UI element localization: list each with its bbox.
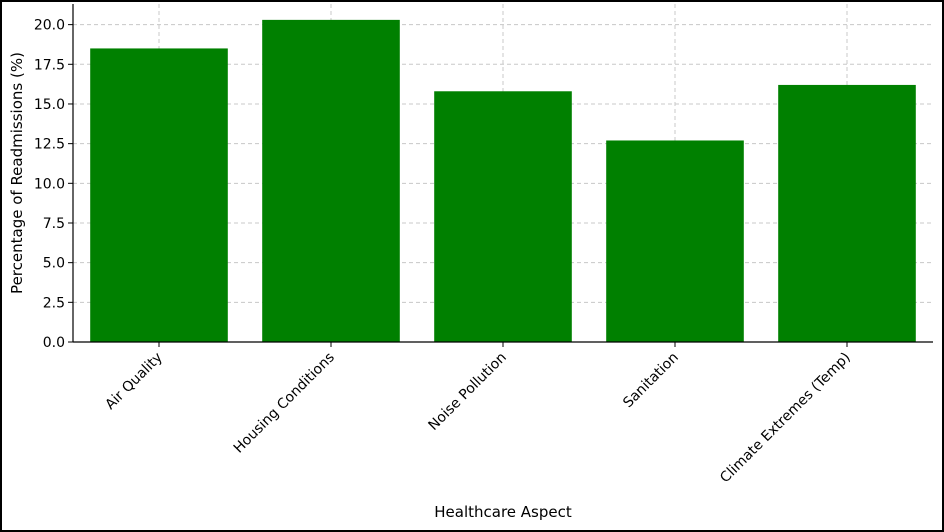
x-axis-title: Healthcare Aspect xyxy=(434,503,572,521)
y-tick-label: 5.0 xyxy=(43,256,65,272)
axes xyxy=(68,4,933,347)
y-tick-labels: 0.0 2.5 5.0 7.5 10.0 12.5 15.0 17.5 20.0 xyxy=(34,18,65,351)
x-tick-label: Noise Pollution xyxy=(425,350,509,434)
y-tick-label: 20.0 xyxy=(34,18,65,34)
bars xyxy=(90,19,916,343)
x-tick-label: Air Quality xyxy=(102,350,165,413)
x-tick-label: Climate Extremes (Temp) xyxy=(717,350,854,487)
y-tick-label: 2.5 xyxy=(43,295,65,311)
y-tick-label: 12.5 xyxy=(34,137,65,153)
y-tick-label: 15.0 xyxy=(34,97,65,113)
y-tick-label: 7.5 xyxy=(43,216,65,232)
y-tick-label: 0.0 xyxy=(43,335,65,351)
x-tick-label: Sanitation xyxy=(620,350,682,412)
bar xyxy=(606,140,744,342)
x-tick-label: Housing Conditions xyxy=(231,350,338,457)
y-tick-label: 10.0 xyxy=(34,176,65,192)
bar xyxy=(778,84,916,343)
y-tick-label: 17.5 xyxy=(34,57,65,73)
x-tick-labels: Air Quality Housing Conditions Noise Pollu… xyxy=(102,350,853,487)
bar xyxy=(434,91,572,342)
bar xyxy=(90,48,228,343)
bar xyxy=(262,19,400,343)
y-axis-title: Percentage of Readmissions (%) xyxy=(8,52,26,294)
